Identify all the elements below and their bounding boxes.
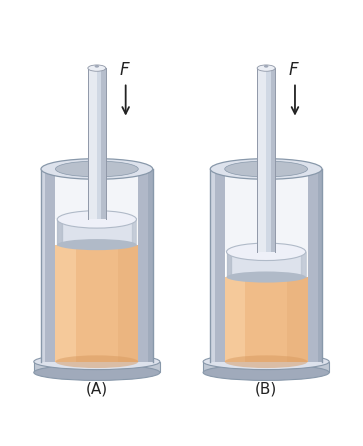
Ellipse shape (34, 364, 160, 380)
Polygon shape (34, 362, 160, 372)
Polygon shape (88, 68, 106, 219)
Ellipse shape (95, 65, 99, 68)
Ellipse shape (34, 354, 160, 370)
Ellipse shape (210, 159, 322, 179)
Polygon shape (227, 252, 306, 277)
Ellipse shape (203, 354, 329, 370)
Polygon shape (318, 169, 322, 362)
Ellipse shape (56, 355, 138, 368)
Ellipse shape (264, 65, 268, 68)
Ellipse shape (227, 243, 306, 260)
Polygon shape (138, 169, 153, 362)
Polygon shape (225, 277, 307, 362)
Text: F: F (119, 61, 129, 79)
Polygon shape (271, 68, 275, 252)
Ellipse shape (257, 65, 275, 71)
Ellipse shape (225, 161, 307, 177)
Ellipse shape (203, 364, 329, 380)
Polygon shape (203, 362, 329, 372)
Polygon shape (287, 277, 307, 362)
Ellipse shape (56, 161, 138, 177)
Polygon shape (210, 169, 215, 362)
Polygon shape (57, 219, 136, 244)
Ellipse shape (57, 239, 136, 250)
Polygon shape (257, 68, 275, 252)
Text: (A): (A) (86, 381, 108, 396)
Polygon shape (41, 169, 45, 362)
Ellipse shape (225, 355, 307, 368)
Polygon shape (56, 169, 138, 219)
Polygon shape (210, 169, 225, 362)
Polygon shape (56, 244, 138, 362)
Polygon shape (307, 169, 322, 362)
Text: F: F (288, 61, 298, 79)
Ellipse shape (57, 211, 136, 228)
Ellipse shape (227, 272, 306, 283)
Ellipse shape (88, 65, 106, 71)
Polygon shape (225, 169, 307, 252)
Polygon shape (88, 68, 97, 219)
Polygon shape (101, 68, 106, 219)
Polygon shape (41, 169, 56, 362)
Polygon shape (56, 244, 76, 362)
Polygon shape (257, 68, 266, 252)
Ellipse shape (41, 159, 153, 179)
Polygon shape (148, 169, 153, 362)
Text: (B): (B) (255, 381, 277, 396)
Polygon shape (225, 277, 245, 362)
Polygon shape (118, 244, 138, 362)
